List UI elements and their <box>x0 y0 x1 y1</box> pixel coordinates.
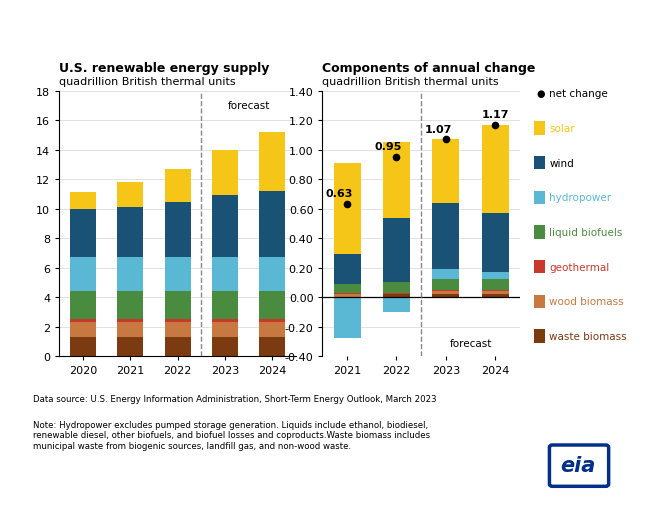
Bar <box>70 209 96 258</box>
Bar <box>117 208 143 258</box>
Text: quadrillion British thermal units: quadrillion British thermal units <box>322 76 499 87</box>
Bar <box>259 337 286 356</box>
Bar <box>334 293 361 295</box>
Bar <box>383 218 410 283</box>
Bar <box>334 297 361 338</box>
Bar <box>482 295 509 297</box>
Bar <box>259 191 286 258</box>
Bar <box>70 192 96 209</box>
Bar <box>164 337 191 356</box>
Bar <box>432 140 459 204</box>
Bar <box>164 203 191 258</box>
Text: solar: solar <box>549 124 575 134</box>
Bar <box>259 258 286 292</box>
Bar <box>432 204 459 270</box>
Bar <box>212 320 238 323</box>
Bar <box>212 337 238 356</box>
Text: U.S. renewable energy supply: U.S. renewable energy supply <box>59 62 270 75</box>
Bar <box>70 320 96 323</box>
Text: 0.63: 0.63 <box>325 189 353 199</box>
Text: ●: ● <box>536 89 545 99</box>
Text: eia: eia <box>560 455 595 475</box>
Text: net change: net change <box>549 89 608 99</box>
Text: liquid biofuels: liquid biofuels <box>549 228 623 238</box>
Bar <box>383 283 410 293</box>
Text: quadrillion British thermal units: quadrillion British thermal units <box>59 76 236 87</box>
FancyBboxPatch shape <box>549 445 609 487</box>
Bar <box>164 169 191 203</box>
Bar <box>334 255 361 284</box>
Bar <box>70 337 96 356</box>
Bar <box>212 151 238 196</box>
Bar <box>482 272 509 280</box>
Bar <box>164 292 191 320</box>
Bar <box>432 270 459 280</box>
Bar <box>482 292 509 295</box>
Text: 0.95: 0.95 <box>374 142 402 152</box>
Bar <box>212 258 238 292</box>
Bar <box>70 292 96 320</box>
Bar <box>334 164 361 255</box>
Bar <box>259 323 286 337</box>
Bar <box>164 320 191 323</box>
Bar <box>383 295 410 297</box>
Bar <box>117 183 143 208</box>
Bar <box>383 297 410 312</box>
Bar <box>70 258 96 292</box>
Bar <box>432 280 459 290</box>
Text: geothermal: geothermal <box>549 262 610 272</box>
Bar <box>259 292 286 320</box>
Bar <box>212 323 238 337</box>
Bar <box>117 320 143 323</box>
Text: 1.07: 1.07 <box>424 124 452 134</box>
Text: Data source: U.S. Energy Information Administration, Short-Term Energy Outlook, : Data source: U.S. Energy Information Adm… <box>33 394 436 404</box>
Bar <box>432 292 459 295</box>
Text: Components of annual change: Components of annual change <box>322 62 536 75</box>
Bar <box>383 143 410 218</box>
Bar <box>259 132 286 191</box>
Text: forecast: forecast <box>449 338 492 348</box>
Bar <box>117 292 143 320</box>
Bar <box>482 214 509 272</box>
Bar <box>164 258 191 292</box>
Bar <box>482 290 509 292</box>
Bar <box>334 295 361 297</box>
Bar <box>432 295 459 297</box>
Bar <box>117 323 143 337</box>
Text: 1.17: 1.17 <box>482 109 509 120</box>
Bar <box>117 258 143 292</box>
Text: forecast: forecast <box>228 101 270 111</box>
Text: hydropower: hydropower <box>549 193 611 203</box>
Bar <box>334 284 361 293</box>
Bar <box>482 280 509 290</box>
Bar <box>482 125 509 214</box>
Bar <box>164 323 191 337</box>
Bar <box>70 323 96 337</box>
Text: wind: wind <box>549 158 574 168</box>
Bar <box>212 196 238 258</box>
Bar <box>117 337 143 356</box>
Text: waste biomass: waste biomass <box>549 331 627 342</box>
Bar <box>383 293 410 295</box>
Bar <box>259 320 286 323</box>
Text: Note: Hydropower excludes pumped storage generation. Liquids include ethanol, bi: Note: Hydropower excludes pumped storage… <box>33 420 430 449</box>
Bar <box>432 290 459 292</box>
Text: wood biomass: wood biomass <box>549 297 624 307</box>
Bar <box>212 292 238 320</box>
